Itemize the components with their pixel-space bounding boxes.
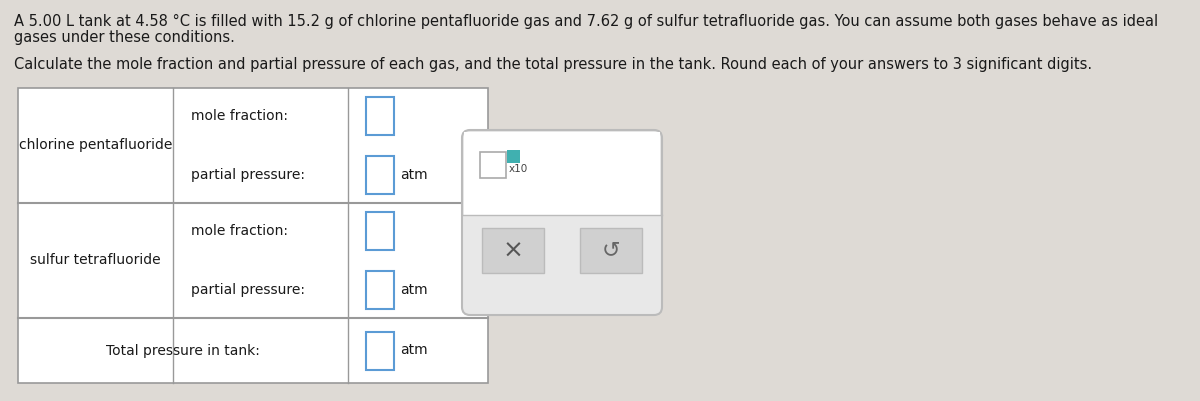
Text: partial pressure:: partial pressure: — [191, 168, 305, 182]
Text: Calculate the mole fraction and partial pressure of each gas, and the total pres: Calculate the mole fraction and partial … — [14, 57, 1092, 72]
Text: atm: atm — [400, 284, 427, 298]
Text: atm: atm — [400, 344, 427, 358]
Text: gases under these conditions.: gases under these conditions. — [14, 30, 235, 45]
Bar — [482, 228, 544, 273]
Bar — [366, 332, 394, 369]
Bar — [366, 212, 394, 249]
Bar — [366, 271, 394, 310]
Text: Total pressure in tank:: Total pressure in tank: — [106, 344, 260, 358]
Bar — [464, 132, 660, 215]
Text: mole fraction:: mole fraction: — [191, 109, 288, 123]
Bar — [480, 152, 506, 178]
Bar — [508, 150, 520, 163]
Bar — [18, 88, 488, 383]
Text: ↺: ↺ — [601, 241, 620, 261]
Bar — [366, 156, 394, 194]
Text: A 5.00 L tank at 4.58 °C is filled with 15.2 g of chlorine pentafluoride gas and: A 5.00 L tank at 4.58 °C is filled with … — [14, 14, 1158, 29]
Text: ×: × — [503, 239, 523, 263]
Text: partial pressure:: partial pressure: — [191, 284, 305, 298]
Text: mole fraction:: mole fraction: — [191, 224, 288, 238]
FancyBboxPatch shape — [462, 130, 662, 315]
Text: chlorine pentafluoride: chlorine pentafluoride — [19, 138, 172, 152]
Bar — [580, 228, 642, 273]
Text: atm: atm — [400, 168, 427, 182]
Text: x10: x10 — [509, 164, 528, 174]
Bar — [366, 97, 394, 135]
Text: sulfur tetrafluoride: sulfur tetrafluoride — [30, 253, 161, 267]
